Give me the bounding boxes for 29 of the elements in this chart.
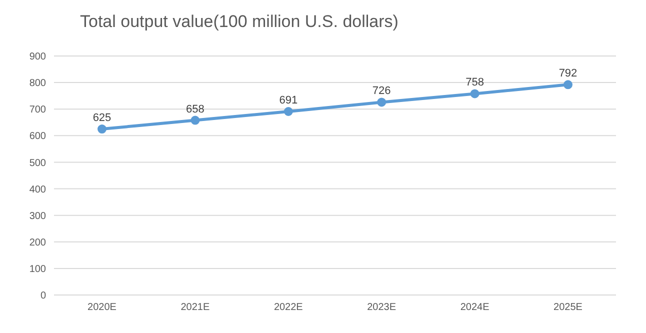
y-tick-label: 700	[29, 104, 46, 116]
x-tick-label: 2023E	[367, 302, 396, 314]
point	[470, 89, 480, 98]
y-tick-label: 300	[29, 210, 46, 222]
y-tick-label: 600	[29, 131, 46, 142]
x-tick-label: 2020E	[88, 302, 117, 314]
data-label: 792	[558, 68, 578, 80]
y-tick-label: 400	[29, 184, 46, 196]
y-tick-label: 200	[29, 237, 46, 248]
y-tick-label: 0	[40, 290, 46, 302]
x-tick-label: 2021E	[180, 302, 210, 314]
chart-title: Total output value(100 million U.S. dollars)	[80, 12, 398, 32]
y-tick-label: 500	[29, 158, 46, 169]
x-tick-label: 2022E	[274, 302, 304, 314]
data-label: 658	[186, 103, 204, 116]
y-tick-label: 800	[29, 78, 46, 90]
point	[377, 98, 386, 107]
point	[564, 80, 572, 90]
data-label: 625	[92, 112, 112, 124]
point	[190, 116, 200, 125]
point	[98, 124, 106, 134]
x-tick-label: 2025E	[554, 302, 583, 314]
x-tick-label: 2024E	[460, 302, 490, 314]
y-tick-label: 900	[29, 52, 46, 63]
data-label: 726	[372, 85, 391, 98]
data-label: 691	[279, 94, 298, 106]
point	[284, 107, 293, 116]
y-tick-label: 100	[29, 264, 46, 275]
data-label: 758	[466, 76, 484, 89]
